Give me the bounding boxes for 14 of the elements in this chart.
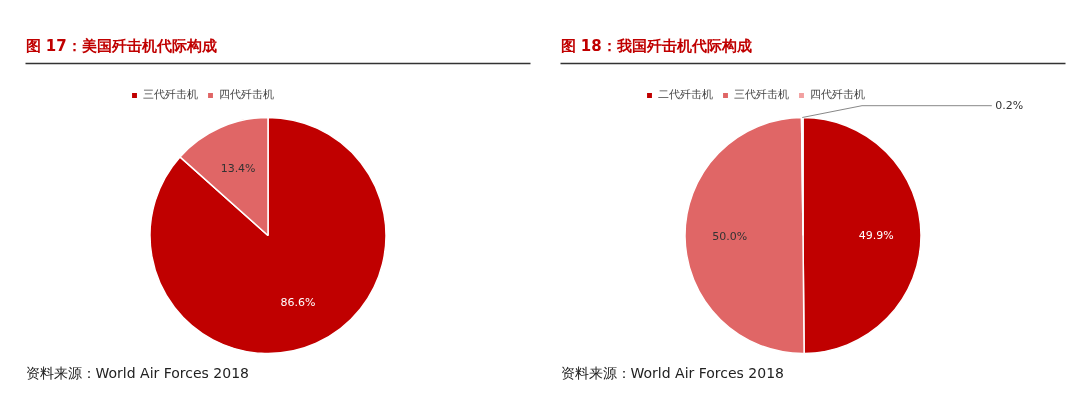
legend-label: 四代歼击机 (810, 87, 865, 102)
legend-label: 三代歼击机 (734, 87, 789, 102)
data-label: 13.4% (220, 162, 256, 176)
data-label: 50.0% (712, 229, 748, 243)
data-label: 86.6% (280, 295, 316, 309)
data-label: 49.9% (858, 228, 894, 242)
data-label: 0.2% (995, 99, 1024, 113)
text: 资料来源：World Air Forces 2018 (560, 364, 784, 381)
legend-label: 四代歼击机 (219, 87, 274, 102)
text: 资料来源：World Air Forces 2018 (25, 364, 249, 381)
legend-label: 二代歼击机 (658, 87, 713, 102)
chart-title: 图 17：美国歼击机代际构成 (25, 36, 217, 55)
chart-title: 图 18：我国歼击机代际构成 (560, 36, 752, 55)
legend-label: 三代歼击机 (143, 87, 198, 102)
